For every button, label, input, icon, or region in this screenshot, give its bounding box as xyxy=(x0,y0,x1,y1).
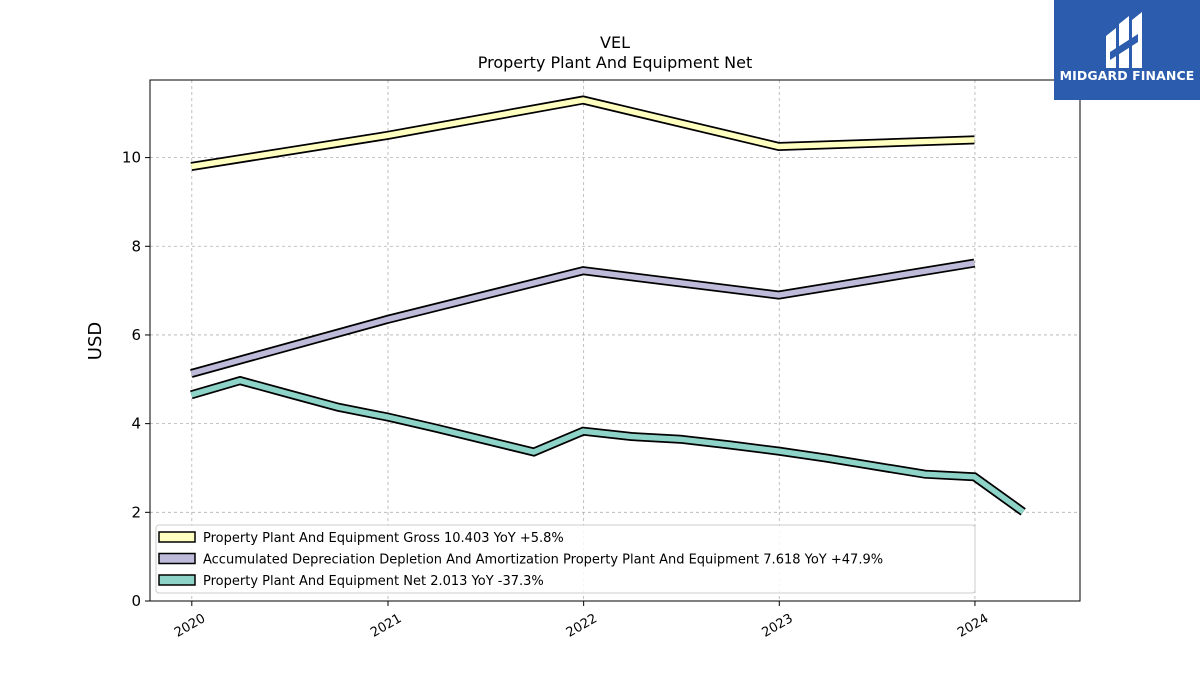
legend-swatch-3 xyxy=(158,574,196,586)
series-layer xyxy=(190,95,1026,516)
brand-logo: MIDGARD FINANCE xyxy=(1054,0,1200,100)
x-tick-label: 2020 xyxy=(172,611,208,641)
y-tick-label: 6 xyxy=(131,326,141,344)
x-tick-label: 2023 xyxy=(759,611,795,641)
x-tick-label: 2022 xyxy=(564,611,600,641)
series-1-stroke xyxy=(190,97,975,170)
y-tick-label: 0 xyxy=(131,592,141,610)
y-tick-label: 10 xyxy=(122,149,141,167)
legend-swatch-2 xyxy=(158,552,196,565)
series-2-line xyxy=(190,258,976,378)
midgard-logo-icon xyxy=(1106,12,1142,68)
legend-label-1: Property Plant And Equipment Gross 10.40… xyxy=(203,531,564,546)
series-1-outline xyxy=(190,95,975,171)
legend: Property Plant And Equipment Gross 10.40… xyxy=(155,524,976,594)
y-tick-label: 4 xyxy=(131,415,141,433)
legend-box xyxy=(155,524,976,594)
x-axis: 2020 2021 2022 2023 2024 xyxy=(172,601,991,641)
series-1-line xyxy=(190,95,975,171)
y-axis-label: USD xyxy=(85,322,106,360)
x-tick-label: 2021 xyxy=(368,611,404,641)
legend-swatch-1 xyxy=(158,531,196,543)
y-axis: 0 2 4 6 8 10 xyxy=(122,149,150,610)
y-tick-label: 8 xyxy=(131,237,141,255)
gridlines xyxy=(150,80,1080,602)
legend-label-2: Accumulated Depreciation Depletion And A… xyxy=(203,553,883,568)
chart-subtitle: Property Plant And Equipment Net xyxy=(478,53,753,72)
chart-title: VEL xyxy=(600,33,630,52)
series-3-stroke xyxy=(190,377,1025,515)
brand-name: MIDGARD FINANCE xyxy=(1059,68,1195,83)
series-3-line xyxy=(190,375,1026,516)
legend-label-3: Property Plant And Equipment Net 2.013 Y… xyxy=(203,574,544,589)
series-2-stroke xyxy=(190,260,975,377)
plot-frame xyxy=(149,79,1081,602)
x-tick-label: 2024 xyxy=(955,611,991,641)
y-tick-label: 2 xyxy=(131,503,141,521)
